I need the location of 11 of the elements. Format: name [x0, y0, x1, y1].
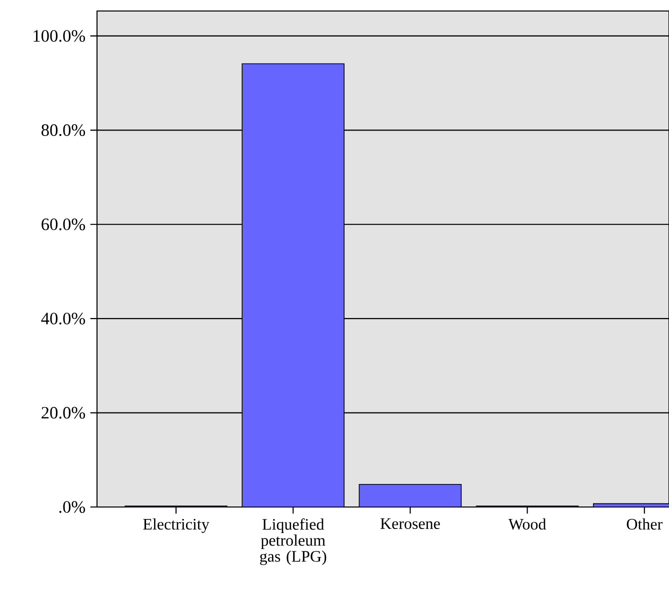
y-tick-label: 40.0%	[41, 312, 86, 324]
x-tick-label: Kerosene	[380, 518, 440, 529]
y-tick-label: 20.0%	[42, 406, 86, 419]
x-tick-label: Other	[626, 518, 662, 530]
x-tick-label: Wood	[508, 518, 546, 530]
y-tick-label: 100.0%	[34, 30, 86, 42]
x-tick-label: Liquefied petroleum gas (LPG)	[260, 518, 326, 566]
x-tick-label: Electricity	[143, 518, 210, 533]
y-tick-label: .0%	[59, 501, 86, 513]
y-tick-label: 60.0%	[42, 218, 86, 230]
y-tick-label: 80.0%	[42, 124, 86, 136]
